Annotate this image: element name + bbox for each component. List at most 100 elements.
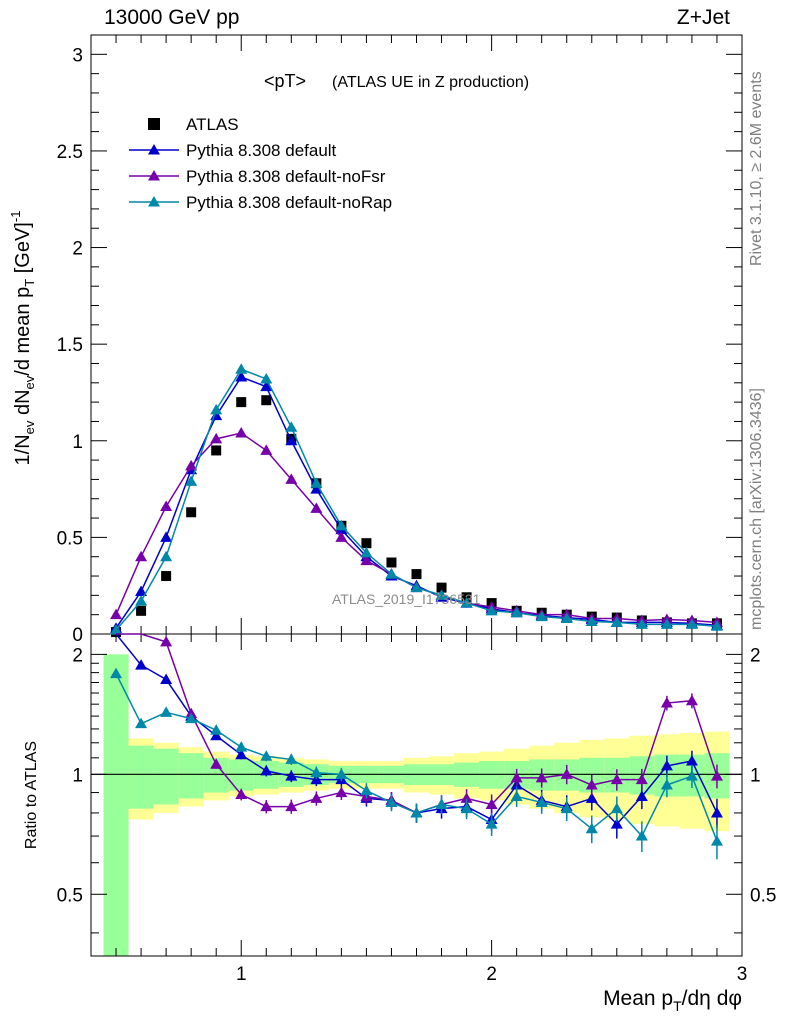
data-point: [310, 483, 323, 494]
ratio-point: [660, 697, 673, 708]
ratio-point: [585, 792, 598, 803]
data-point: [386, 557, 397, 568]
legend: ATLAS Pythia 8.308 default Pythia 8.308 de…: [129, 115, 392, 212]
svg-text:1/Nev dNev/d mean pT [GeV]-1: 1/Nev dNev/d mean pT [GeV]-1: [8, 211, 37, 466]
data-point: [361, 538, 372, 549]
ratio-point: [635, 790, 648, 801]
ratio-panel-series: [110, 633, 723, 860]
data-point: [610, 616, 623, 627]
data-point: [360, 546, 373, 558]
ratio-point: [210, 758, 223, 769]
data-point: [285, 473, 298, 484]
ratio-point: [285, 800, 298, 812]
legend-marker-square: [148, 118, 160, 130]
ratio-point: [610, 802, 623, 814]
main-panel-series: [110, 363, 723, 638]
ratio-point: [560, 802, 573, 814]
data-point: [160, 550, 173, 562]
data-point: [710, 620, 723, 631]
ratio-point: [535, 796, 548, 807]
ratio-point: [285, 770, 298, 781]
ratio-point: [610, 773, 623, 785]
data-point: [210, 403, 223, 415]
ratio-point: [185, 712, 198, 724]
header-right-label: Z+Jet: [676, 6, 730, 29]
ratio-point: [235, 748, 248, 760]
data-point: [635, 618, 648, 629]
data-point: [310, 477, 323, 488]
ratio-band-green: [153, 748, 179, 805]
data-point: [685, 618, 698, 629]
ratio-point: [610, 818, 623, 829]
data-point: [160, 531, 173, 542]
data-point: [235, 371, 248, 382]
data-point: [411, 569, 422, 580]
main-y-tick-label: 1: [72, 432, 83, 453]
ratio-point: [685, 770, 698, 781]
ratio-y-tick-label: 1: [72, 765, 83, 786]
data-point: [160, 500, 173, 511]
legend-entry-label: ATLAS: [186, 115, 239, 134]
ratio-point: [510, 771, 523, 783]
ratio-point: [360, 784, 373, 796]
ratio-point: [435, 798, 448, 810]
data-point: [186, 507, 197, 518]
ratio-point: [210, 724, 223, 735]
legend-entry-label: Pythia 8.308 default-noFsr: [186, 167, 386, 186]
data-point: [260, 444, 273, 455]
data-point: [360, 554, 373, 566]
data-point: [135, 550, 148, 562]
data-point: [235, 427, 248, 438]
x-tick-label: 1: [236, 964, 247, 985]
ratio-point: [460, 792, 473, 803]
ratio-point: [560, 768, 573, 779]
ratio-point: [710, 770, 723, 781]
analysis-watermark: ATLAS_2019_I1736531: [332, 591, 481, 607]
data-point: [135, 595, 148, 606]
ratio-point: [660, 779, 673, 790]
ratio-y-axis-label: Ratio to ATLAS: [23, 741, 40, 849]
data-point: [161, 571, 172, 582]
main-y-tick-label: 2.5: [57, 142, 83, 163]
data-point: [436, 582, 447, 593]
data-point: [310, 502, 323, 513]
data-point: [535, 610, 548, 622]
data-point: [110, 608, 123, 620]
plot-title-sub: (ATLAS UE in Z production): [332, 74, 529, 91]
ratio-panel-frame: 0.5 0.5 1 1 2 2 1 2 3: [57, 633, 776, 985]
ratio-point: [160, 673, 173, 684]
legend-marker-triangle: [148, 144, 160, 155]
data-point: [385, 568, 398, 579]
ratio-y-tick-label: 0.5: [57, 885, 83, 906]
ratio-point: [310, 792, 323, 803]
data-point: [285, 434, 298, 446]
ratio-point: [635, 773, 648, 785]
data-point: [136, 605, 147, 616]
x-tick-label: 2: [486, 964, 497, 985]
ratio-y-tick-label-right: 0.5: [750, 885, 776, 906]
ratio-point: [410, 806, 423, 818]
ratio-point: [710, 835, 723, 846]
ratio-point: [210, 729, 223, 741]
ratio-y-tick-label-right: 1: [750, 765, 761, 786]
ratio-point: [685, 694, 698, 706]
data-point: [435, 589, 448, 600]
x-tick-label: 3: [737, 964, 748, 985]
ratio-band-green: [128, 745, 154, 809]
legend-marker-triangle: [148, 170, 160, 181]
ratio-point: [585, 822, 598, 834]
data-point: [560, 612, 573, 624]
data-point: [260, 372, 273, 384]
ratio-point: [310, 766, 323, 778]
ratio-point: [510, 790, 523, 801]
main-y-tick-label: 0: [72, 625, 83, 646]
ratio-point: [335, 786, 348, 798]
main-y-axis-label: 1/Nev dNev/d mean pT [GeV]-1: [8, 211, 37, 466]
main-y-tick-label: 3: [72, 45, 83, 66]
data-point: [285, 421, 298, 432]
data-point: [260, 380, 273, 392]
data-point: [110, 624, 123, 635]
ratio-point: [235, 741, 248, 752]
ratio-point: [710, 806, 723, 818]
main-y-tick-label: 1.5: [57, 335, 83, 356]
